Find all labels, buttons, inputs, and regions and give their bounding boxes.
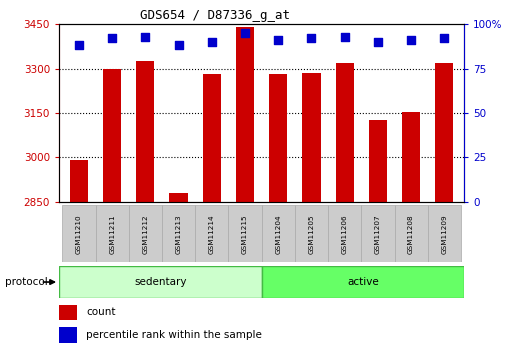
Bar: [236, 27, 254, 202]
Bar: [269, 75, 287, 202]
Text: GSM11208: GSM11208: [408, 214, 414, 254]
Point: [341, 34, 349, 39]
Point: [174, 43, 183, 48]
Bar: [262, 266, 464, 298]
Point: [141, 34, 149, 39]
Bar: [169, 193, 188, 202]
Bar: [59, 266, 262, 298]
Bar: [435, 63, 453, 202]
Text: GSM11214: GSM11214: [209, 214, 215, 254]
Bar: [70, 160, 88, 202]
Text: active: active: [347, 277, 379, 287]
Point: [274, 37, 282, 43]
Text: percentile rank within the sample: percentile rank within the sample: [86, 330, 262, 340]
Text: GSM11205: GSM11205: [308, 214, 314, 254]
Text: GSM11206: GSM11206: [342, 214, 348, 254]
Bar: [262, 205, 295, 262]
Text: GDS654 / D87336_g_at: GDS654 / D87336_g_at: [141, 9, 290, 22]
Bar: [95, 205, 129, 262]
Bar: [402, 111, 420, 202]
Point: [208, 39, 216, 45]
Text: GSM11210: GSM11210: [76, 214, 82, 254]
Text: GSM11211: GSM11211: [109, 214, 115, 254]
Text: GSM11207: GSM11207: [375, 214, 381, 254]
Text: protocol: protocol: [5, 277, 48, 287]
Bar: [136, 61, 154, 202]
Point: [440, 36, 448, 41]
Bar: [228, 205, 262, 262]
Bar: [162, 205, 195, 262]
Text: GSM11213: GSM11213: [175, 214, 182, 254]
Text: GSM11209: GSM11209: [441, 214, 447, 254]
Text: GSM11212: GSM11212: [143, 214, 148, 254]
Text: GSM11204: GSM11204: [275, 214, 281, 254]
Point: [241, 30, 249, 36]
Bar: [361, 205, 394, 262]
Text: GSM11215: GSM11215: [242, 214, 248, 254]
Bar: [295, 205, 328, 262]
Bar: [59, 327, 77, 343]
Point: [108, 36, 116, 41]
Point: [407, 37, 415, 43]
Bar: [394, 205, 428, 262]
Point: [307, 36, 315, 41]
Bar: [428, 205, 461, 262]
Bar: [369, 120, 387, 202]
Bar: [302, 73, 321, 202]
Bar: [336, 63, 354, 202]
Text: count: count: [86, 307, 115, 317]
Bar: [129, 205, 162, 262]
Bar: [195, 205, 228, 262]
Bar: [62, 205, 95, 262]
Bar: [103, 69, 121, 202]
Bar: [328, 205, 361, 262]
Bar: [59, 305, 77, 320]
Point: [374, 39, 382, 45]
Point: [75, 43, 83, 48]
Text: sedentary: sedentary: [134, 277, 187, 287]
Bar: [203, 75, 221, 202]
